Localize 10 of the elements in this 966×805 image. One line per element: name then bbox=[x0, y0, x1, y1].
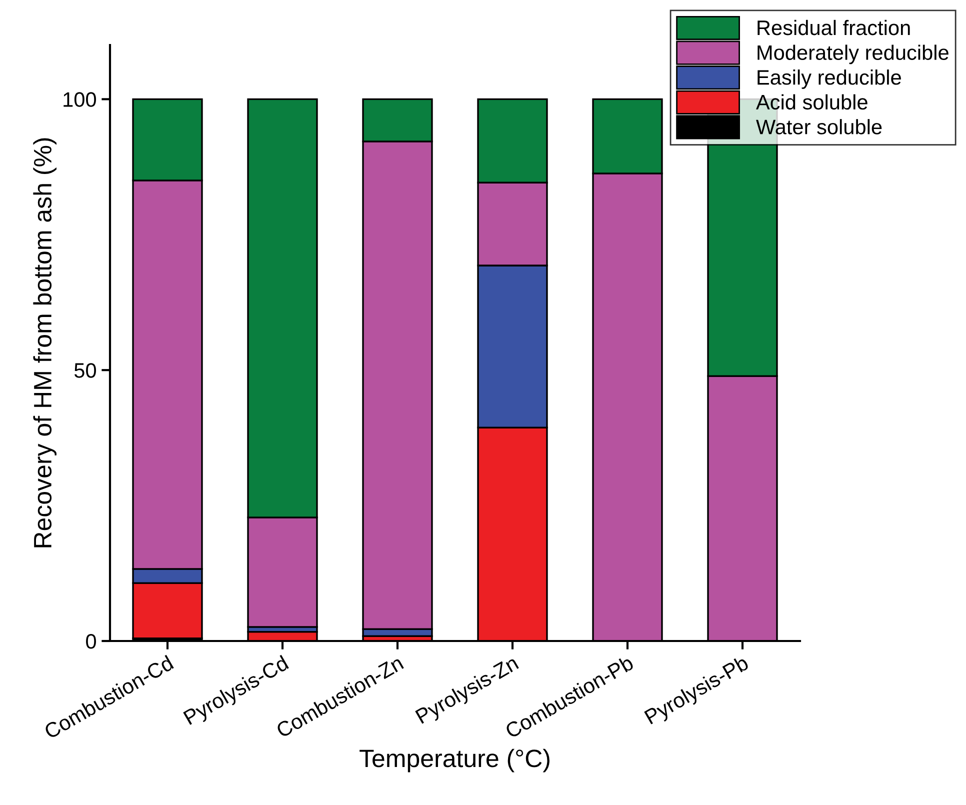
legend-label: Moderately reducible bbox=[758, 44, 948, 64]
legend-label: Water soluble bbox=[756, 119, 882, 134]
y-axis-title: Recovery of HM from bottom ash (%) bbox=[33, 138, 56, 548]
legend-label: Acid soluble bbox=[756, 94, 868, 110]
x-axis-title: Temperature (°C) bbox=[360, 748, 550, 772]
legend-label: Residual fraction bbox=[758, 20, 910, 36]
y-tick-label: 50 bbox=[74, 363, 96, 378]
y-tick-label: 100 bbox=[64, 92, 96, 107]
legend-label: Easily reducible bbox=[758, 69, 901, 89]
y-tick-label: 0 bbox=[86, 634, 96, 649]
